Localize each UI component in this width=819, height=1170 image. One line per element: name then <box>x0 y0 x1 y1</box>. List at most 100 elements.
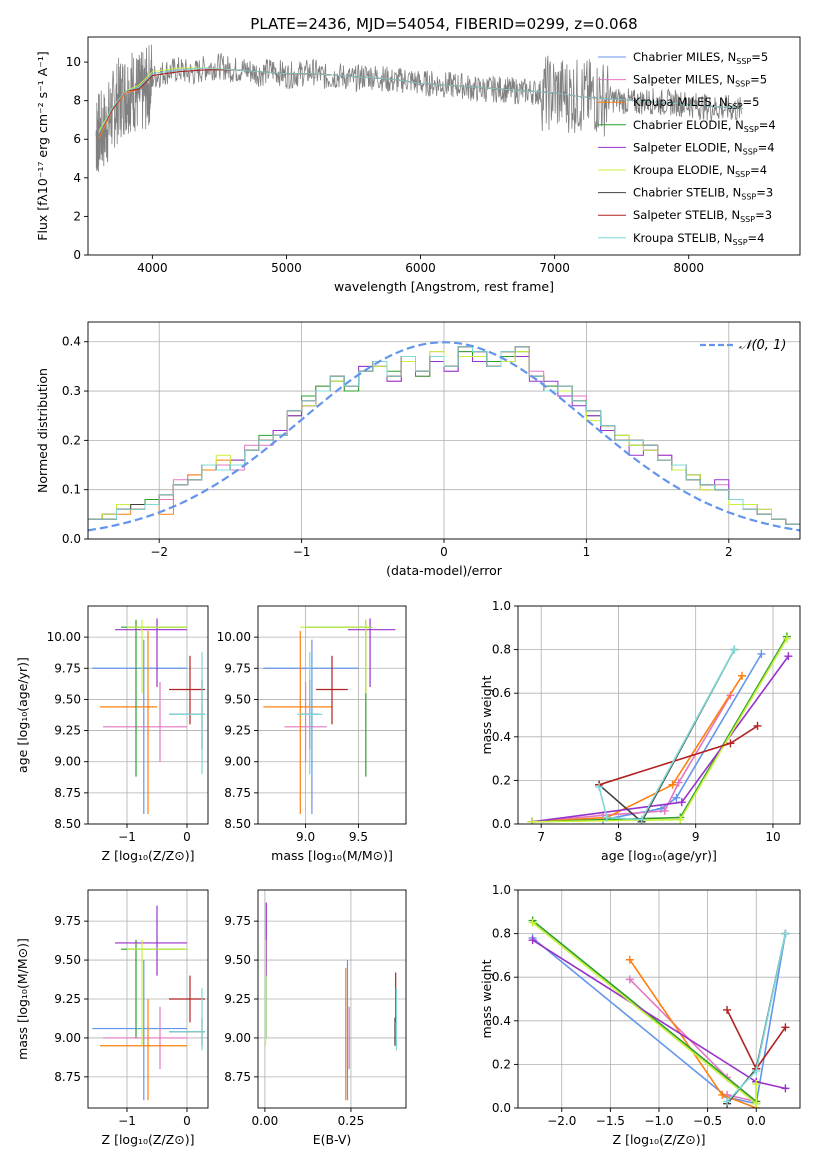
mass-weight-line <box>531 694 732 823</box>
y-tick-label: 0.4 <box>492 730 511 744</box>
y-tick-label: 6 <box>73 132 81 146</box>
y-tick-label: 2 <box>73 209 81 223</box>
plot-area <box>528 916 790 1108</box>
y-tick-label: 9.50 <box>54 692 81 706</box>
x-axis-label: E(B-V) <box>313 1132 352 1147</box>
y-tick-label: 0.8 <box>492 643 511 657</box>
x-tick-label: 9 <box>692 830 700 844</box>
y-tick-label: 9.25 <box>224 724 251 738</box>
y-tick-label: 8.50 <box>54 817 81 831</box>
plus-marker <box>784 652 793 661</box>
y-tick-label: 10.00 <box>47 630 81 644</box>
plot-area <box>264 902 397 1101</box>
y-tick-label: 0.2 <box>492 1057 511 1071</box>
mass-weight-line <box>531 675 743 823</box>
x-axis-label: (data-model)/error <box>386 563 503 578</box>
panel-age_vs_Z: −1 0 8.50 8.75 9.00 9.25 9.50 9.75 10.00 Z [log₁₀… <box>15 605 209 863</box>
legend: Chabrier MILES, NSSP=5 Salpeter MILES, NS… <box>598 50 776 247</box>
y-tick-label: 9.50 <box>54 953 81 967</box>
y-tick-label: 8 <box>73 94 81 108</box>
x-tick-label: 6000 <box>405 261 436 275</box>
plus-marker <box>595 782 604 791</box>
y-axis-label: mass weight <box>479 959 494 1038</box>
panel-age_vs_mass: 9.0 9.5 8.50 8.75 9.00 9.25 9.50 9.75 10.00 mass … <box>217 605 407 863</box>
y-tick-label: 10 <box>66 55 81 69</box>
plus-marker <box>718 1090 727 1099</box>
x-tick-label: −1 <box>118 1114 136 1128</box>
plus-marker <box>625 955 634 964</box>
panel-residuals: 𝒩(0, 1) −2 −1 0 1 2 0.0 0.1 0.2 0.3 0.4 (data-model… <box>35 321 801 578</box>
x-tick-label: 5000 <box>271 261 302 275</box>
gaussian-curve <box>88 341 800 532</box>
y-tick-label: 0.0 <box>492 817 511 831</box>
histogram-step <box>88 346 800 539</box>
plus-marker <box>752 1080 761 1089</box>
panel-spectrum: Chabrier MILES, NSSP=5 Salpeter MILES, NS… <box>35 36 801 294</box>
mass-weight-line <box>531 638 788 823</box>
y-tick-label: 8.50 <box>224 817 251 831</box>
y-tick-label: 9.25 <box>54 992 81 1006</box>
mass-weight-line <box>532 922 758 1106</box>
axes-frame <box>517 605 801 825</box>
mass-weight-line <box>532 933 787 1105</box>
plus-marker <box>781 929 790 938</box>
mass-weight-line <box>531 636 788 823</box>
legend-entry: Chabrier ELODIE, NSSP=4 <box>633 118 776 134</box>
plus-marker <box>781 1084 790 1093</box>
mass-weight-line <box>629 978 757 1103</box>
plus-marker <box>781 1023 790 1032</box>
y-tick-label: 0.0 <box>492 1101 511 1115</box>
y-tick-label: 0.1 <box>62 483 81 497</box>
x-tick-label: 9.0 <box>296 830 315 844</box>
figure-title: PLATE=2436, MJD=54054, FIBERID=0299, z=0… <box>250 15 637 33</box>
plus-marker <box>782 634 791 643</box>
x-axis-label: Z [log₁₀(Z/Z⊙)] <box>613 1132 706 1147</box>
y-tick-label: 9.00 <box>54 755 81 769</box>
plot-area <box>95 44 743 172</box>
x-axis-label: mass [log₁₀(M/M⊙)] <box>271 848 393 863</box>
legend-entry: Chabrier STELIB, NSSP=3 <box>633 186 773 202</box>
plus-marker <box>602 813 611 822</box>
plus-marker <box>668 780 677 789</box>
x-axis-label: age [log₁₀(age/yr)] <box>601 848 717 863</box>
plot-area <box>92 905 205 1101</box>
plot-area <box>527 632 793 824</box>
legend-entry: 𝒩(0, 1) <box>739 338 786 353</box>
x-tick-label: 7 <box>537 830 545 844</box>
y-axis-label: Normed distribution <box>35 368 50 493</box>
y-tick-label: 0.6 <box>492 686 511 700</box>
y-axis-label: mass [log₁₀(M/M⊙)] <box>15 938 30 1060</box>
y-tick-label: 0.2 <box>62 433 81 447</box>
axes-frame <box>257 605 407 825</box>
plus-marker <box>723 1097 732 1106</box>
y-tick-label: 9.50 <box>224 692 251 706</box>
x-tick-label: 0.0 <box>747 1114 766 1128</box>
y-tick-label: 0.0 <box>62 532 81 546</box>
plot-area <box>92 618 205 815</box>
plus-marker <box>752 1099 761 1108</box>
x-tick-label: 7000 <box>539 261 570 275</box>
y-tick-label: 9.75 <box>54 914 81 928</box>
y-tick-label: 8.75 <box>54 1070 81 1084</box>
y-tick-label: 1.0 <box>492 599 511 613</box>
x-tick-label: 0 <box>183 830 191 844</box>
legend-entry: Salpeter MILES, NSSP=5 <box>633 73 767 89</box>
panel-mass_vs_Z: −1 0 8.75 9.00 9.25 9.50 9.75 Z [log₁₀(Z/Z⊙)] ma… <box>15 889 209 1147</box>
x-tick-label: 8000 <box>673 261 704 275</box>
y-tick-label: 0.6 <box>492 970 511 984</box>
plus-marker <box>527 817 536 824</box>
plus-marker <box>528 918 537 927</box>
y-tick-label: 1.0 <box>492 883 511 897</box>
y-axis-label: mass weight <box>479 675 494 754</box>
plus-marker <box>753 721 762 730</box>
y-tick-label: 9.75 <box>224 914 251 928</box>
plus-marker <box>723 1005 732 1014</box>
y-tick-label: 8.75 <box>224 1070 251 1084</box>
legend-entry: Chabrier MILES, NSSP=5 <box>633 50 768 66</box>
x-tick-label: −1.5 <box>596 1114 625 1128</box>
y-tick-label: 0.3 <box>62 384 81 398</box>
x-tick-label: −0.5 <box>693 1114 722 1128</box>
x-tick-label: −1 <box>293 545 311 559</box>
mass-weight-line <box>531 655 790 823</box>
